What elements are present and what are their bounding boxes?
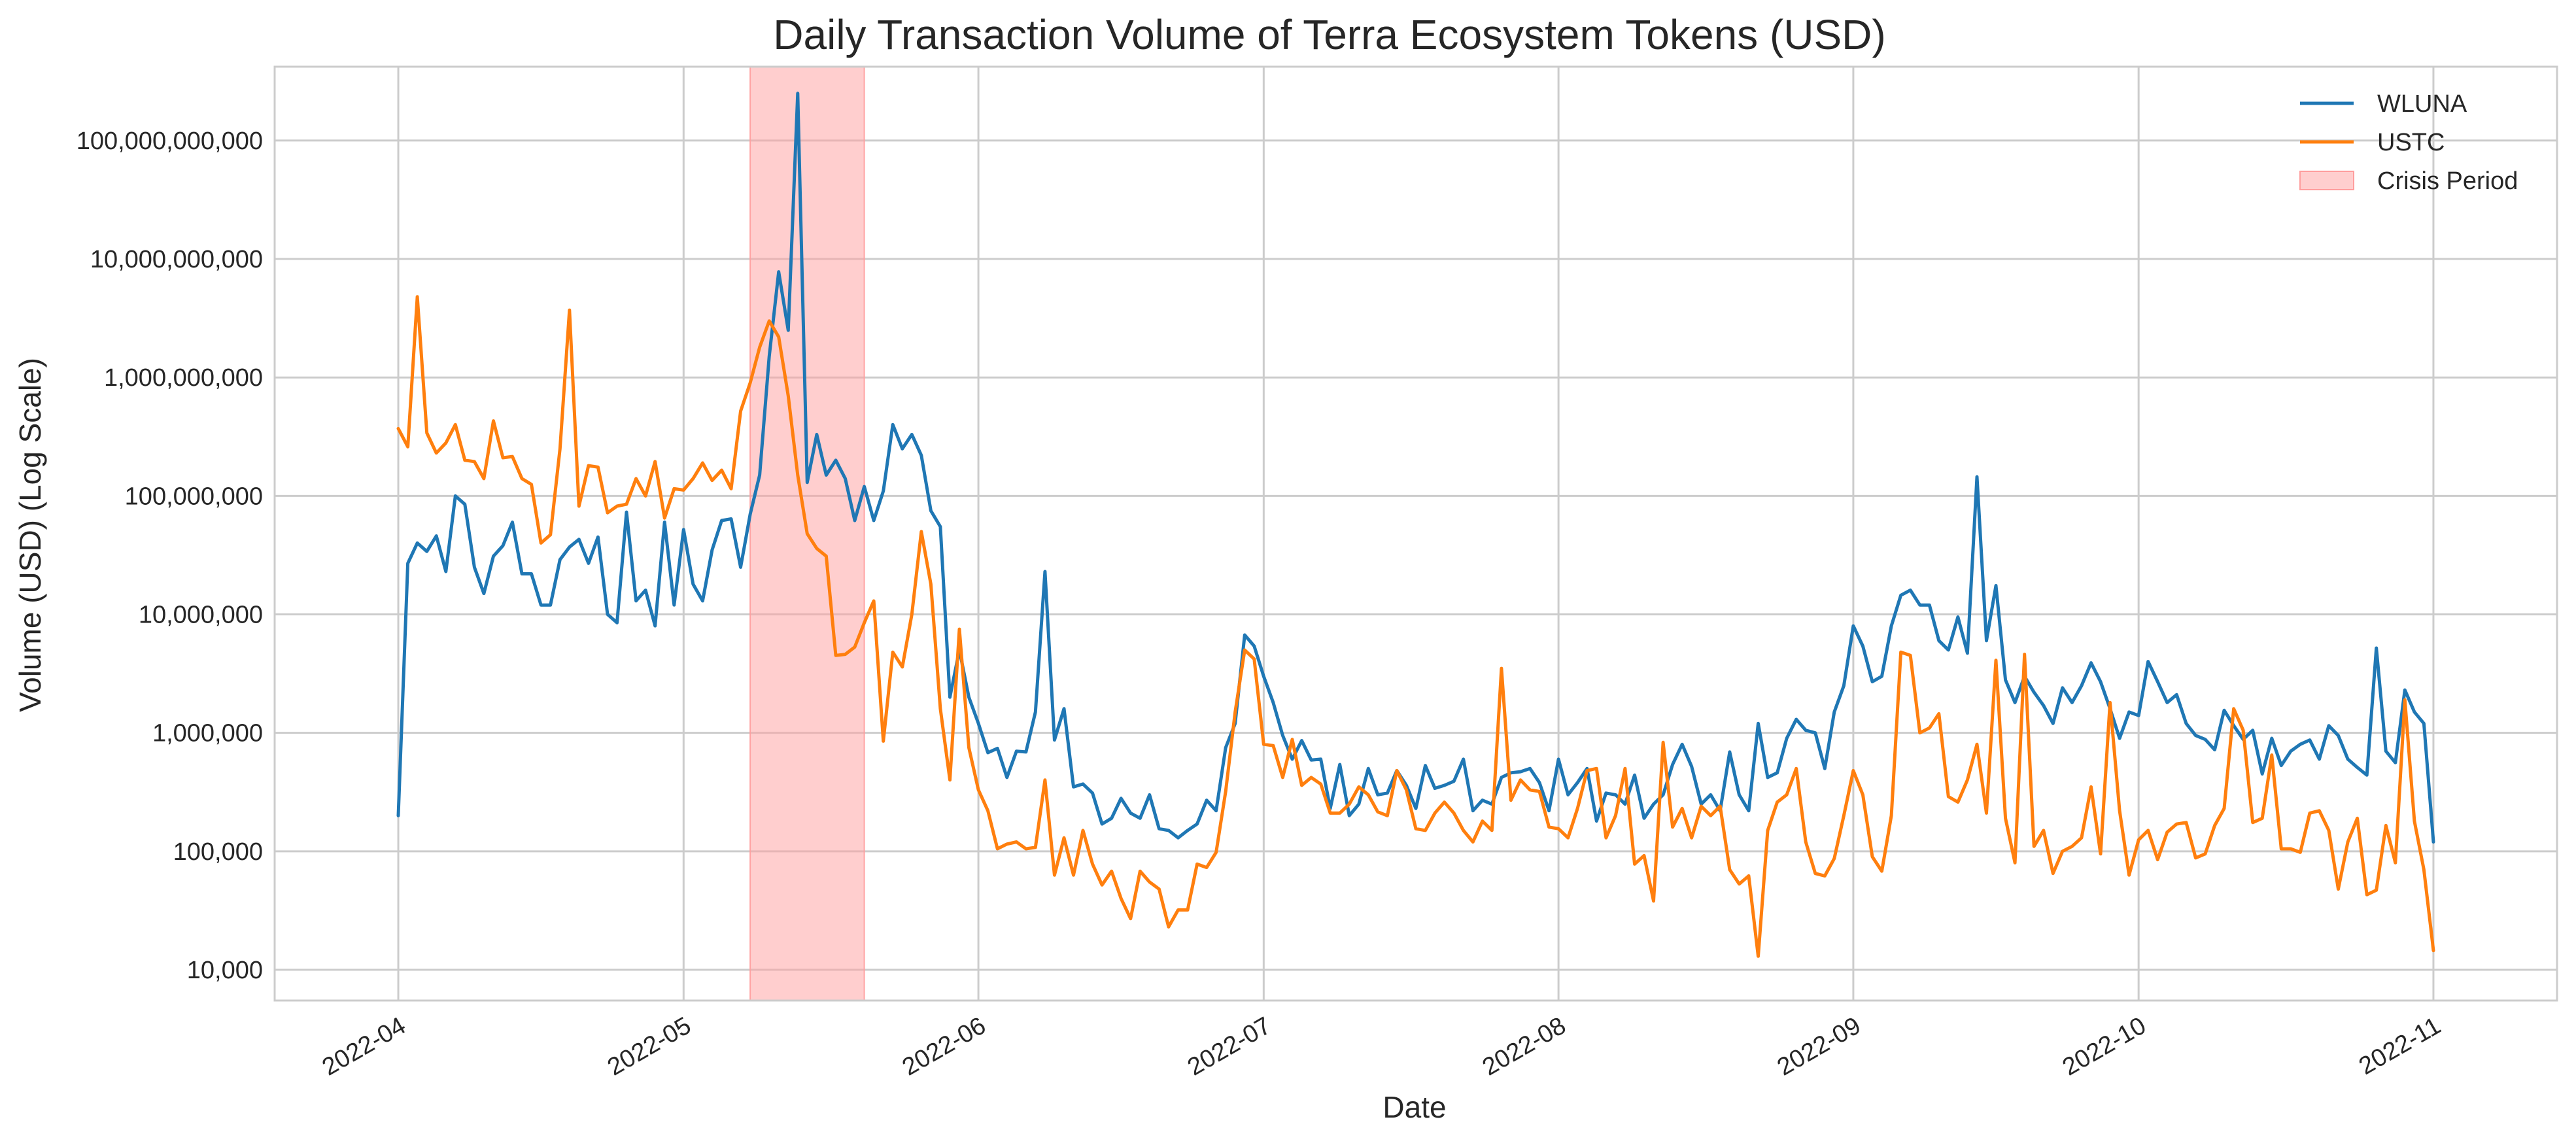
series-line-wluna (396, 92, 2435, 844)
x-axis-label: Date (1382, 1090, 1446, 1124)
legend-swatch-crisis-period (2299, 171, 2354, 190)
legend: WLUNA USTC Crisis Period (2299, 90, 2518, 195)
series-layer (396, 92, 2435, 958)
y-tick-label: 10,000,000,000 (90, 246, 263, 273)
y-tick-label: 1,000,000,000 (104, 364, 263, 392)
y-tick-label: 100,000,000,000 (77, 128, 263, 155)
y-tick-label: 10,000 (187, 957, 263, 984)
y-axis-ticks: 10,000 100,000 1,000,000 10,000,000 100,000,… (77, 128, 263, 984)
chart-title: Daily Transaction Volume of Terra Ecosys… (773, 11, 1885, 58)
y-tick-label: 100,000 (173, 838, 263, 866)
legend-label-ustc: USTC (2377, 129, 2445, 156)
y-tick-label: 10,000,000 (139, 602, 263, 629)
y-tick-label: 100,000,000 (125, 483, 263, 510)
legend-label-crisis-period: Crisis Period (2377, 167, 2518, 195)
series-line-ustc (396, 295, 2435, 958)
legend-label-wluna: WLUNA (2377, 90, 2467, 118)
y-tick-label: 1,000,000 (152, 720, 263, 747)
y-axis-label: Volume (USD) (Log Scale) (13, 358, 47, 712)
plot-frame (273, 65, 2558, 1002)
